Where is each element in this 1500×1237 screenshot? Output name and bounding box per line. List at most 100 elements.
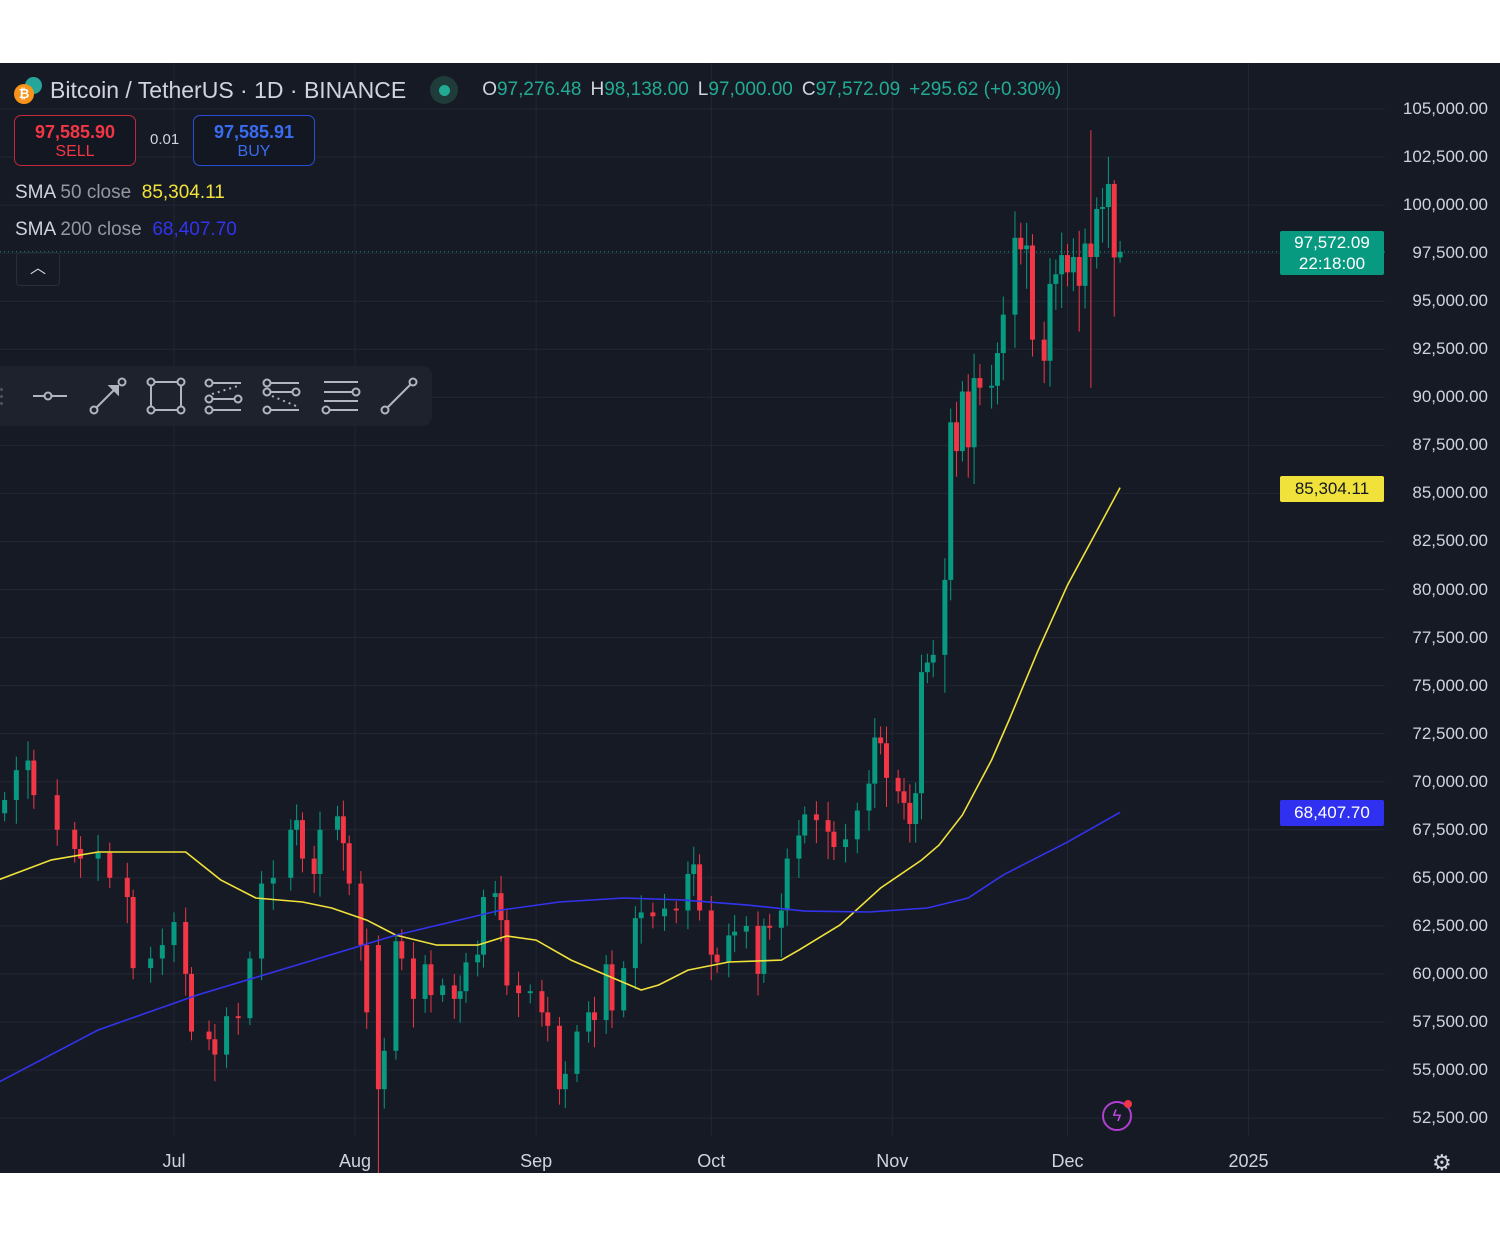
time-tick-label: Nov [876, 1151, 909, 1171]
sma200-name: SMA [15, 219, 56, 240]
close-value: 97,572.09 [815, 79, 901, 100]
candle-down [31, 760, 37, 796]
candle-down [504, 920, 510, 986]
sma200-params: 200 close [60, 219, 142, 240]
candle-down [650, 912, 656, 917]
candle-up [381, 1050, 387, 1090]
candle-up [574, 1031, 580, 1074]
buy-label: BUY [237, 143, 271, 160]
buy-button[interactable]: 97,585.91 BUY [193, 115, 315, 166]
time-tick-label: Aug [339, 1151, 372, 1171]
candle-up [872, 737, 878, 784]
candle-up [1012, 237, 1018, 315]
low-value: 97,000.00 [708, 79, 793, 100]
candle-down [831, 831, 837, 848]
candle-up [948, 422, 954, 580]
candle-down [1018, 237, 1024, 250]
candle-down [883, 743, 889, 778]
sma50-legend[interactable]: SMA 50 close 85,304.11 [15, 182, 225, 204]
candle-up [732, 931, 738, 936]
candle-down [977, 378, 983, 388]
close-label: C [801, 79, 816, 100]
candle-up [691, 864, 697, 874]
last-price-tag: 97,572.09 22:18:00 [1280, 231, 1384, 275]
candle-up [919, 672, 925, 794]
horizontal-ray-icon[interactable] [26, 374, 75, 418]
candle-down [375, 945, 381, 1090]
candle-down [364, 945, 370, 1013]
fib-extension-icon[interactable] [258, 374, 307, 418]
candle-down [673, 908, 679, 911]
candle-up [2, 799, 8, 814]
candle-up [1094, 208, 1100, 257]
settings-gear-icon[interactable]: ⚙ [1432, 1150, 1452, 1173]
candle-down [124, 877, 130, 898]
price-tick-label: 80,000.00 [1412, 579, 1488, 599]
candle-up [784, 858, 790, 911]
trend-line-icon[interactable] [374, 374, 423, 418]
candle-up [866, 783, 872, 811]
candle-up [224, 1016, 230, 1055]
candle-up [259, 883, 265, 959]
price-tick-label: 62,500.00 [1412, 915, 1488, 935]
candle-down [428, 964, 434, 996]
fib-retracement-icon[interactable] [200, 374, 249, 418]
sma50-params: 50 close [60, 182, 132, 203]
candle-up [335, 816, 341, 830]
open-label: O [482, 79, 497, 100]
candle-up [942, 579, 948, 655]
candle-down [206, 1031, 212, 1040]
candle-up [393, 941, 399, 1051]
price-tick-label: 85,000.00 [1412, 483, 1488, 503]
sma200-legend[interactable]: SMA 200 close 68,407.70 [15, 219, 237, 241]
candle-down [907, 802, 913, 824]
sell-label: SELL [55, 143, 95, 160]
candle-up [457, 991, 463, 999]
sma200-value: 68,407.70 [152, 219, 237, 240]
parallel-lines-icon[interactable] [316, 374, 365, 418]
candle-up [632, 918, 638, 969]
market-open-status-icon [430, 76, 459, 104]
price-tick-label: 102,500.00 [1402, 147, 1488, 167]
candle-down [878, 737, 884, 744]
candle-up [1070, 256, 1076, 273]
candle-up [25, 760, 31, 771]
drag-handle-icon[interactable] [0, 387, 4, 405]
candle-down [130, 897, 136, 969]
candle-down [813, 814, 819, 821]
candle-down [516, 985, 522, 994]
candle-down [340, 816, 346, 844]
candle-up [159, 945, 165, 959]
candle-up [1117, 251, 1123, 258]
price-chart[interactable] [0, 63, 1500, 1173]
sma200-line [0, 811, 1121, 1083]
bitcoin-tether-logo-icon: ₿ [14, 75, 44, 105]
candle-down [545, 1012, 551, 1026]
price-tick-label: 57,500.00 [1412, 1011, 1488, 1031]
candle-up [492, 893, 498, 898]
sma50-name: SMA [15, 182, 56, 203]
sell-button[interactable]: 97,585.90 SELL [14, 115, 136, 166]
candle-up [989, 385, 995, 388]
candle-down [1041, 339, 1047, 361]
candle-down [755, 925, 761, 974]
price-tick-label: 97,500.00 [1412, 243, 1488, 263]
candle-down [72, 829, 78, 849]
rectangle-icon[interactable] [142, 374, 191, 418]
arrow-icon[interactable] [84, 374, 133, 418]
chart-panel[interactable]: ₿ Bitcoin / TetherUS · 1D · BINANCE O 97,… [0, 63, 1500, 1173]
candle-down [1111, 183, 1117, 258]
price-tick-label: 67,500.00 [1412, 819, 1488, 839]
candle-up [726, 935, 732, 963]
candle-up [913, 793, 919, 824]
candle-up [1105, 183, 1111, 208]
candle-up [959, 391, 965, 452]
symbol-title[interactable]: Bitcoin / TetherUS · 1D · BINANCE [50, 76, 407, 103]
time-tick-label: 2025 [1228, 1151, 1269, 1171]
collapse-legend-button[interactable]: ︿ [16, 252, 60, 286]
price-tick-label: 75,000.00 [1412, 675, 1488, 695]
candle-up [247, 958, 253, 1019]
lightning-alert-icon[interactable]: ϟ [1102, 1100, 1132, 1131]
time-tick-label: Oct [697, 1151, 726, 1171]
time-tick-label: Jul [162, 1151, 186, 1171]
